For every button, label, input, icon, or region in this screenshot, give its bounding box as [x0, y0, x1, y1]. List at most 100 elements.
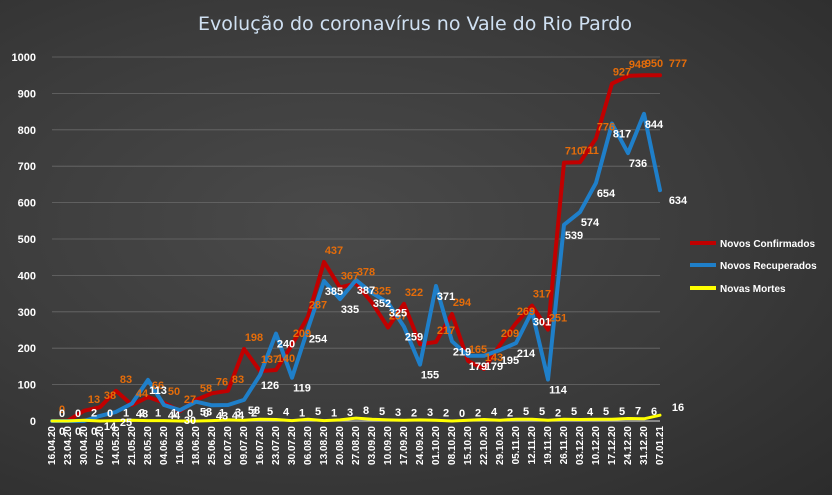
data-label-confirmados: 378	[357, 266, 375, 278]
data-label-confirmados: 165	[469, 344, 487, 356]
data-label-confirmados: 950	[645, 58, 663, 70]
data-label-mortes: 5	[379, 406, 385, 418]
data-label-confirmados: 776	[597, 122, 615, 134]
data-label-confirmados: 27	[184, 394, 196, 406]
data-label-mortes: 5	[267, 406, 273, 418]
data-label-mortes: 5	[523, 406, 529, 418]
x-tick-label: 25.06.20	[207, 426, 218, 465]
x-tick-label: 09.07.20	[239, 426, 250, 465]
data-label-mortes: 6	[651, 406, 657, 418]
y-tick-label-0: 0	[30, 416, 36, 428]
data-label-recuperados: 817	[613, 129, 631, 141]
data-label-mortes: 2	[555, 407, 561, 419]
data-label-mortes: 2	[91, 407, 97, 419]
data-label-confirmados: 710	[565, 146, 583, 158]
x-tick-label: 15.10.20	[463, 426, 474, 465]
data-label-mortes: 0	[75, 408, 81, 420]
data-label-confirmados: 0	[59, 404, 65, 416]
data-label-mortes: 2	[411, 407, 417, 419]
x-tick-label: 13.08.20	[319, 426, 330, 465]
data-label-confirmados: 209	[293, 328, 311, 340]
data-label-recuperados: 155	[421, 370, 439, 382]
data-label-recuperados: 43	[216, 410, 228, 422]
data-label-mortes: 3	[347, 407, 353, 419]
data-label-mortes: 0	[459, 408, 465, 420]
data-label-confirmados: 83	[120, 374, 132, 386]
x-tick-label: 30.07.20	[287, 426, 298, 465]
data-label-mortes: 2	[443, 407, 449, 419]
data-label-recuperados: 126	[261, 380, 279, 392]
data-label-mortes: 3	[395, 407, 401, 419]
x-tick-label: 30.04.20	[79, 426, 90, 465]
data-label-recuperados: 53	[200, 407, 212, 419]
data-label-recuperados: 30	[184, 415, 196, 427]
data-label-mortes: 5	[603, 406, 609, 418]
x-tick-label: 26.11.20	[559, 426, 570, 465]
series-line-recuperados	[50, 111, 662, 423]
data-label-recuperados: 113	[149, 385, 167, 397]
data-label-recuperados: 44	[232, 410, 245, 422]
data-label-confirmados: 317	[533, 289, 551, 301]
data-label-mortes: 2	[475, 407, 481, 419]
data-label-confirmados: 325	[373, 286, 391, 298]
x-tick-label: 19.11.20	[543, 426, 554, 465]
data-label-confirmados: 209	[501, 328, 519, 340]
data-label-confirmados: 76	[216, 376, 228, 388]
data-label-recuperados: 195	[501, 355, 519, 367]
data-label-mortes: 4	[283, 407, 290, 419]
data-label-mortes: 2	[139, 407, 145, 419]
x-tick-label: 12.11.20	[527, 426, 538, 465]
y-tick-label-900: 900	[18, 88, 36, 100]
data-label-confirmados: 711	[581, 145, 599, 157]
y-tick-label-600: 600	[18, 198, 36, 210]
y-tick-label-1000: 1000	[12, 52, 36, 64]
data-label-recuperados: 844	[645, 119, 664, 131]
data-label-confirmados: 287	[309, 300, 327, 312]
x-tick-label: 23.07.20	[271, 426, 282, 465]
data-label-recuperados: 387	[357, 285, 375, 297]
y-tick-label-200: 200	[18, 343, 36, 355]
x-tick-label: 03.12.20	[575, 426, 586, 465]
x-tick-label: 08.10.20	[447, 426, 458, 465]
data-label-confirmados: 137	[261, 354, 279, 366]
data-label-recuperados: 352	[373, 298, 391, 310]
x-tick-label: 07.05.20	[95, 426, 106, 465]
data-label-mortes: 2	[251, 407, 257, 419]
x-tick-label: 06.08.20	[303, 426, 314, 465]
data-label-confirmados: 322	[405, 287, 423, 299]
data-label-recuperados: 254	[309, 334, 328, 346]
y-tick-label-400: 400	[18, 270, 36, 282]
x-tick-label: 29.10.20	[495, 426, 506, 465]
y-tick-label-500: 500	[18, 234, 36, 246]
x-tick-label: 20.08.20	[335, 426, 346, 465]
data-label-mortes: 5	[315, 406, 321, 418]
data-label-recuperados: 58	[248, 405, 260, 417]
data-label-recuperados: 736	[629, 158, 647, 170]
x-tick-label: 24.12.20	[623, 426, 634, 465]
data-label-recuperados: 335	[341, 304, 359, 316]
x-tick-label: 11.06.20	[175, 426, 186, 465]
data-label-confirmados: 367	[341, 270, 359, 282]
data-label-confirmados: 83	[232, 374, 244, 386]
y-tick-label-300: 300	[18, 307, 36, 319]
x-tick-label: 27.08.20	[351, 426, 362, 465]
series-line-confirmados	[50, 73, 662, 423]
data-label-mortes: 1	[123, 408, 129, 420]
x-tick-label: 03.09.20	[367, 426, 378, 465]
data-label-confirmados: 143	[485, 352, 503, 364]
data-label-mortes: 0	[107, 408, 113, 420]
data-label-mortes: 1	[299, 408, 305, 420]
data-label-confirmados: 294	[453, 297, 472, 309]
data-label-recuperados: 0	[59, 426, 65, 438]
data-label-mortes: 4	[491, 407, 498, 419]
data-label-confirmados: 198	[245, 332, 263, 344]
data-label-mortes: 5	[539, 406, 545, 418]
data-label-recuperados: 114	[549, 385, 568, 397]
x-tick-label: 16.04.20	[47, 426, 58, 465]
legend-label-mortes: Novas Mortes	[720, 284, 786, 295]
series-line-mortes	[50, 413, 662, 423]
data-label-confirmados: 251	[549, 313, 567, 325]
data-label-confirmados: 50	[168, 386, 180, 398]
y-tick-label-800: 800	[18, 125, 36, 137]
